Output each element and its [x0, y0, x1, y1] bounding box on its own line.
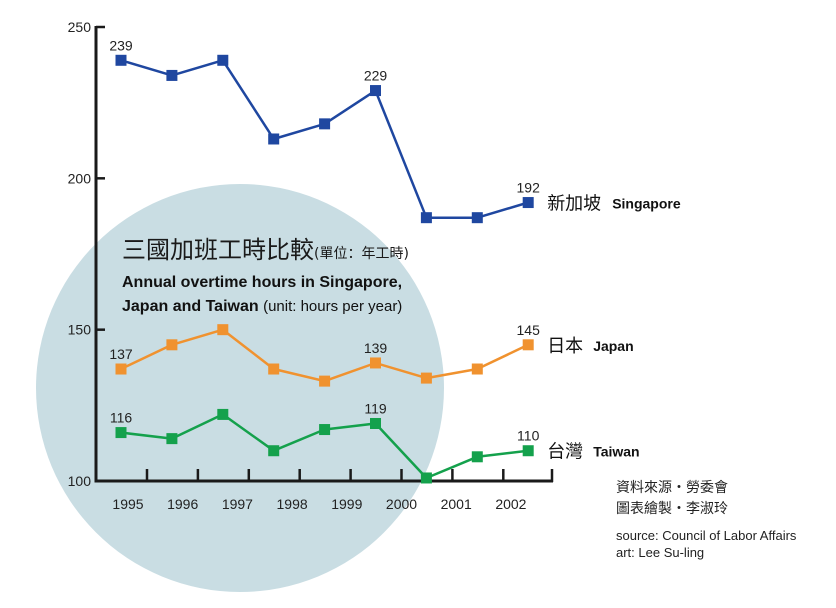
data-point-marker: [471, 451, 483, 463]
data-point-marker: [217, 408, 229, 420]
x-tick-label: 1996: [167, 496, 198, 512]
y-axis-ticks: 100 150 200 250: [68, 19, 105, 489]
data-point-marker: [268, 363, 280, 375]
data-point-marker: [217, 54, 229, 66]
data-label: 110: [517, 428, 540, 444]
x-tick-label: 1998: [277, 496, 308, 512]
series-label-en: Taiwan: [593, 444, 639, 460]
data-point-marker: [522, 445, 534, 457]
credit-art-en: art: Lee Su-ling: [616, 545, 705, 560]
x-tick-label: 2001: [441, 496, 472, 512]
y-tick-label: 200: [68, 170, 92, 186]
chart-subtitle-line2-bold: Japan and Taiwan: [122, 298, 259, 315]
x-tick-label: 1999: [331, 496, 362, 512]
data-point-marker: [217, 324, 229, 336]
data-point-marker: [319, 375, 331, 387]
x-tick-label: 2000: [386, 496, 417, 512]
x-tick-label: 1995: [112, 496, 143, 512]
x-tick-label: 2002: [495, 496, 526, 512]
data-point-marker: [115, 54, 127, 66]
chart-title-block: 三國加班工時比較(單位：年工時) Annual overtime hours i…: [122, 230, 482, 319]
chart-title-zh-text: 三國加班工時比較: [122, 236, 314, 264]
data-label: 229: [364, 68, 388, 84]
data-point-marker: [370, 357, 381, 369]
data-point-marker: [370, 85, 381, 97]
data-label: 116: [110, 410, 133, 426]
y-tick-label: 100: [68, 473, 92, 489]
data-label: 192: [517, 180, 541, 196]
credit-art-zh: 圖表繪製・李淑玲: [616, 501, 728, 517]
chart-title-zh-unit: (單位：年工時): [314, 246, 409, 262]
background-circle: [36, 184, 444, 592]
data-label: 119: [364, 400, 387, 416]
credits-block: 資料來源・勞委會 圖表繪製・李淑玲 source: Council of Lab…: [616, 478, 796, 561]
data-point-marker: [420, 212, 432, 224]
series-layer: 239 229 192 新加坡 Singapore 137 139 145 日本 Japan 116…: [109, 37, 681, 484]
axes: [94, 26, 554, 483]
series-label-zh: 新加坡: [547, 194, 601, 215]
data-label: 239: [109, 37, 133, 53]
data-point-marker: [166, 433, 178, 445]
y-tick-label: 250: [68, 19, 92, 35]
data-point-marker: [471, 363, 483, 375]
data-point-marker: [268, 445, 280, 457]
y-tick-label: 150: [68, 322, 92, 338]
data-point-marker: [115, 363, 127, 375]
data-point-marker: [370, 417, 381, 429]
data-point-marker: [115, 427, 127, 439]
credit-source-en: source: Council of Labor Affairs: [616, 528, 797, 543]
data-point-marker: [319, 118, 331, 130]
data-point-marker: [471, 212, 483, 224]
chart-subtitle-unit: (unit: hours per year): [263, 298, 403, 315]
series-label-zh: 日本: [547, 336, 583, 357]
data-point-marker: [166, 339, 178, 351]
series-taiwan: 116 119 110 台灣 Taiwan: [110, 400, 640, 484]
data-point-marker: [166, 69, 178, 81]
data-label: 137: [109, 346, 133, 362]
chart-title-zh: 三國加班工時比較(單位：年工時): [122, 230, 482, 265]
series-japan: 137 139 145 日本 Japan: [109, 322, 634, 387]
data-point-marker: [268, 133, 280, 145]
x-axis-ticks: 1995 1996 1997 1998 1999 2000 2001 2002: [112, 469, 527, 512]
credit-source-zh: 資料來源・勞委會: [616, 480, 728, 496]
data-point-marker: [420, 372, 432, 384]
data-point-marker: [420, 472, 432, 484]
chart-subtitle: Annual overtime hours in Singapore, Japa…: [122, 271, 482, 319]
data-point-marker: [319, 424, 331, 436]
series-label-en: Japan: [593, 338, 633, 354]
x-tick-label: 1997: [222, 496, 253, 512]
series-label-zh: 台灣: [547, 442, 583, 463]
series-singapore: 239 229 192 新加坡 Singapore: [109, 37, 681, 224]
data-label: 139: [364, 340, 388, 356]
data-point-marker: [522, 197, 534, 209]
series-label-en: Singapore: [612, 196, 681, 212]
chart-subtitle-line2: Japan and Taiwan (unit: hours per year): [122, 295, 482, 319]
data-label: 145: [517, 322, 541, 338]
chart-subtitle-line1: Annual overtime hours in Singapore,: [122, 274, 403, 291]
data-point-marker: [522, 339, 534, 351]
